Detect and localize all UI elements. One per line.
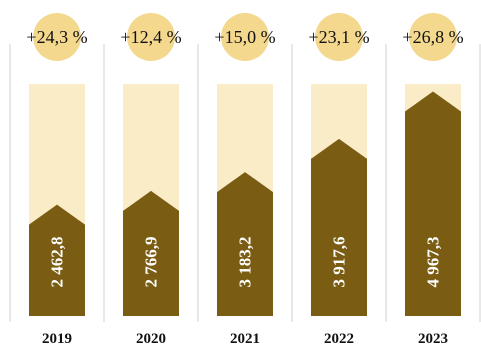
growth-highlight-circle <box>221 13 269 61</box>
bar <box>29 204 85 316</box>
growth-label: +24,3 % <box>26 27 87 47</box>
bar <box>311 138 367 316</box>
bar-value-label: 4 967,3 <box>424 237 443 288</box>
growth-highlight-circle <box>33 13 81 61</box>
bar <box>217 172 273 316</box>
bar-value-label: 2 462,8 <box>48 237 67 288</box>
growth-highlight-circle <box>409 13 457 61</box>
growth-highlight-circle <box>127 13 175 61</box>
year-tick-label: 2020 <box>136 331 166 347</box>
bar-value-label: 3 917,6 <box>330 237 349 288</box>
growth-label: +23,1 % <box>308 27 369 47</box>
bar-value-label: 2 766,9 <box>142 237 161 288</box>
growth-label: +12,4 % <box>120 27 181 47</box>
year-tick-label: 2022 <box>324 331 354 347</box>
growth-label: +15,0 % <box>214 27 275 47</box>
year-tick-label: 2021 <box>230 331 260 347</box>
growth-highlight-circle <box>315 13 363 61</box>
bar-value-label: 3 183,2 <box>236 237 255 288</box>
year-tick-label: 2023 <box>418 331 448 347</box>
bar <box>123 190 179 316</box>
growth-label: +26,8 % <box>402 27 463 47</box>
bar <box>405 91 461 316</box>
year-tick-label: 2019 <box>42 331 72 347</box>
